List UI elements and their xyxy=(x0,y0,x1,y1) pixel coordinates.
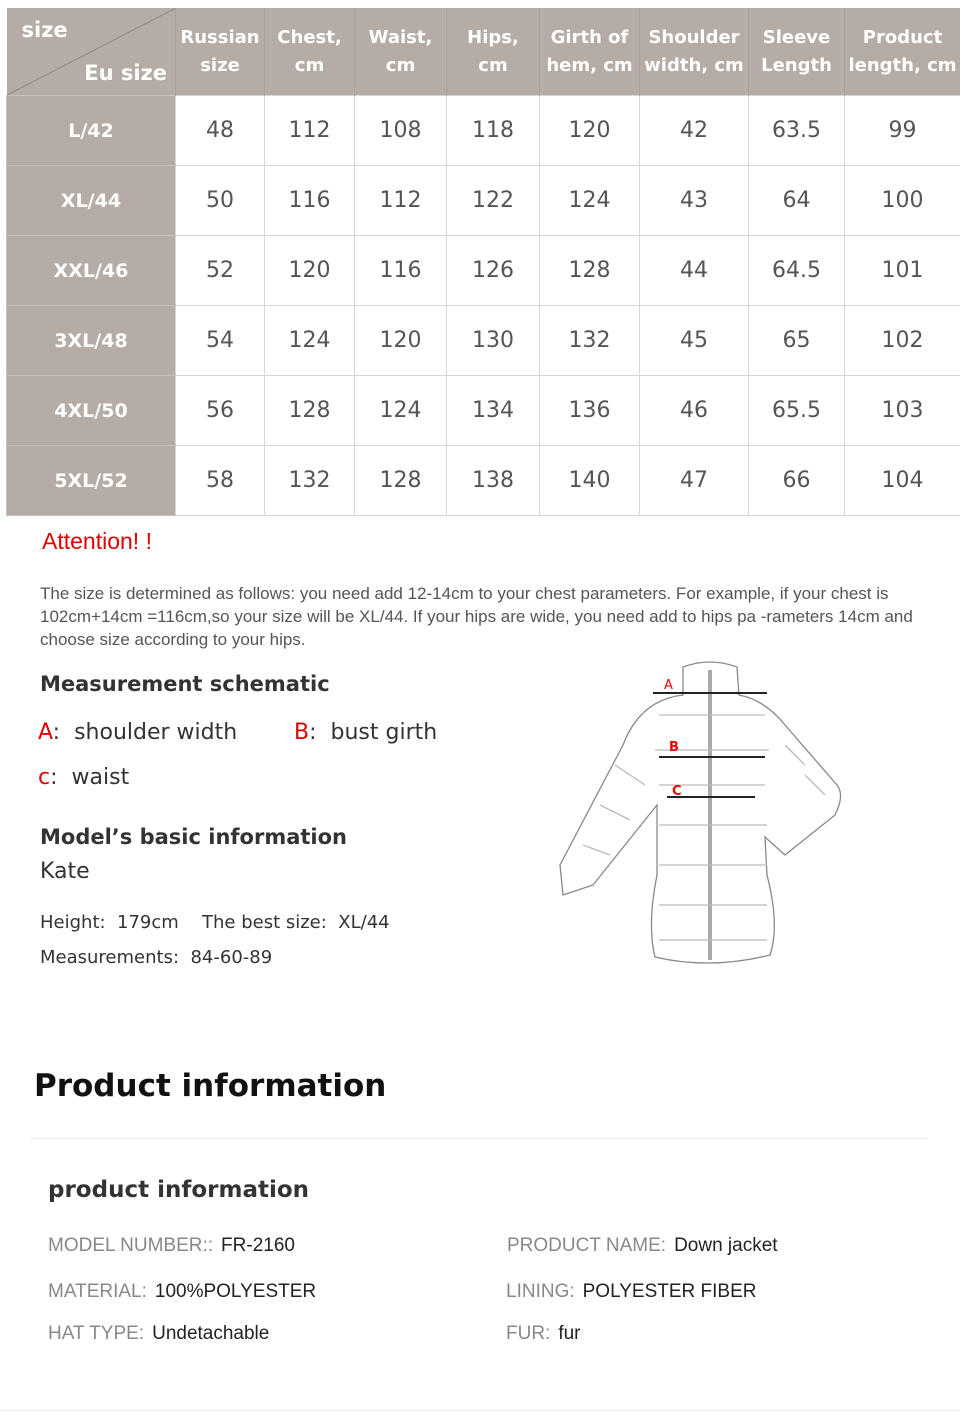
divider xyxy=(30,1138,928,1139)
attention-text: The size is determined as follows: you n… xyxy=(40,584,913,649)
model-name: Kate xyxy=(40,859,90,884)
value-cell: 100 xyxy=(844,165,960,236)
value-cell: 138 xyxy=(446,445,540,516)
product-heading: Product information xyxy=(34,1068,387,1104)
corner-header: size Eu size xyxy=(6,8,176,96)
value-cell: 126 xyxy=(446,235,540,306)
value-cell: 63.5 xyxy=(748,95,845,166)
value-cell: 65.5 xyxy=(748,375,845,446)
value-cell: 128 xyxy=(539,235,640,306)
diagonal-divider xyxy=(6,8,175,95)
value-cell: 130 xyxy=(446,305,540,376)
value-cell: 120 xyxy=(354,305,447,376)
size-table: size Eu size Russian size Chest, cm Waist,… xyxy=(6,8,960,516)
value-cell: 120 xyxy=(539,95,640,166)
table-row: XL/44 50 116 112 122 124 43 64 100 xyxy=(6,165,960,236)
value-cell: 50 xyxy=(175,165,265,236)
diagram-label-b: B xyxy=(669,740,679,755)
value-cell: 128 xyxy=(264,375,355,446)
col-header: Chest, cm xyxy=(264,8,355,96)
model-measurements: Measurements: 84-60-89 xyxy=(40,947,273,968)
size-cell: 3XL/48 xyxy=(6,305,176,376)
value-cell: 124 xyxy=(539,165,640,236)
model-height: Height: 179cm xyxy=(40,912,179,933)
value-cell: 118 xyxy=(446,95,540,166)
legend-b: B: bust girth xyxy=(294,720,438,745)
value-cell: 46 xyxy=(639,375,749,446)
schematic-title: Measurement schematic xyxy=(40,672,330,696)
value-cell: 134 xyxy=(446,375,540,446)
value-cell: 65 xyxy=(748,305,845,376)
col-header: Russian size xyxy=(175,8,265,96)
table-row: XXL/46 52 120 116 126 128 44 64.5 101 xyxy=(6,235,960,306)
field-product-name: PRODUCT NAME: Down jacket xyxy=(507,1235,778,1256)
value-cell: 124 xyxy=(354,375,447,446)
value-cell: 104 xyxy=(844,445,960,516)
value-cell: 132 xyxy=(264,445,355,516)
value-cell: 116 xyxy=(354,235,447,306)
value-cell: 66 xyxy=(748,445,845,516)
product-subheading: product information xyxy=(48,1177,310,1203)
size-cell: XL/44 xyxy=(6,165,176,236)
table-row: 3XL/48 54 124 120 130 132 45 65 102 xyxy=(6,305,960,376)
value-cell: 108 xyxy=(354,95,447,166)
value-cell: 56 xyxy=(175,375,265,446)
legend-c: c: waist xyxy=(38,765,130,790)
field-model-number: MODEL NUMBER:: FR-2160 xyxy=(48,1235,295,1256)
value-cell: 122 xyxy=(446,165,540,236)
value-cell: 42 xyxy=(639,95,749,166)
legend-a: A: shoulder width xyxy=(38,720,238,745)
field-fur: FUR: fur xyxy=(506,1323,581,1344)
size-cell: 5XL/52 xyxy=(6,445,176,516)
col-header: Product length, cm xyxy=(844,8,960,96)
col-header: Hips, cm xyxy=(446,8,540,96)
value-cell: 124 xyxy=(264,305,355,376)
value-cell: 132 xyxy=(539,305,640,376)
value-cell: 112 xyxy=(264,95,355,166)
value-cell: 116 xyxy=(264,165,355,236)
col-header: Sleeve Length xyxy=(748,8,845,96)
model-title: Model’s basic information xyxy=(40,825,347,849)
col-header: Waist, cm xyxy=(354,8,447,96)
size-cell: XXL/46 xyxy=(6,235,176,306)
table-row: 4XL/50 56 128 124 134 136 46 65.5 103 xyxy=(6,375,960,446)
field-lining: LINING: POLYESTER FIBER xyxy=(506,1281,757,1302)
value-cell: 103 xyxy=(844,375,960,446)
value-cell: 45 xyxy=(639,305,749,376)
value-cell: 112 xyxy=(354,165,447,236)
jacket-diagram: A B C xyxy=(559,661,842,964)
field-material: MATERIAL: 100%POLYESTER xyxy=(48,1281,317,1302)
field-hat-type: HAT TYPE: Undetachable xyxy=(48,1323,270,1344)
size-cell: L/42 xyxy=(6,95,176,166)
value-cell: 128 xyxy=(354,445,447,516)
col-header: Shoulder width, cm xyxy=(639,8,749,96)
table-row: L/42 48 112 108 118 120 42 63.5 99 xyxy=(6,95,960,166)
value-cell: 48 xyxy=(175,95,265,166)
value-cell: 47 xyxy=(639,445,749,516)
value-cell: 99 xyxy=(844,95,960,166)
value-cell: 140 xyxy=(539,445,640,516)
model-best-size: The best size: XL/44 xyxy=(202,912,390,933)
col-header: Girth of hem, cm xyxy=(539,8,640,96)
corner-top: size xyxy=(21,18,68,42)
size-cell: 4XL/50 xyxy=(6,375,176,446)
value-cell: 64 xyxy=(748,165,845,236)
value-cell: 54 xyxy=(175,305,265,376)
corner-bottom: Eu size xyxy=(84,61,167,85)
value-cell: 44 xyxy=(639,235,749,306)
value-cell: 52 xyxy=(175,235,265,306)
value-cell: 136 xyxy=(539,375,640,446)
attention-title: Attention! ! xyxy=(42,528,152,554)
value-cell: 58 xyxy=(175,445,265,516)
header-row: size Eu size Russian size Chest, cm Waist,… xyxy=(6,8,960,96)
value-cell: 102 xyxy=(844,305,960,376)
bottom-divider xyxy=(0,1410,960,1411)
value-cell: 120 xyxy=(264,235,355,306)
value-cell: 64.5 xyxy=(748,235,845,306)
table-row: 5XL/52 58 132 128 138 140 47 66 104 xyxy=(6,445,960,516)
diagram-label-a: A xyxy=(664,678,673,693)
value-cell: 101 xyxy=(844,235,960,306)
diagram-label-c: C xyxy=(672,784,682,799)
value-cell: 43 xyxy=(639,165,749,236)
